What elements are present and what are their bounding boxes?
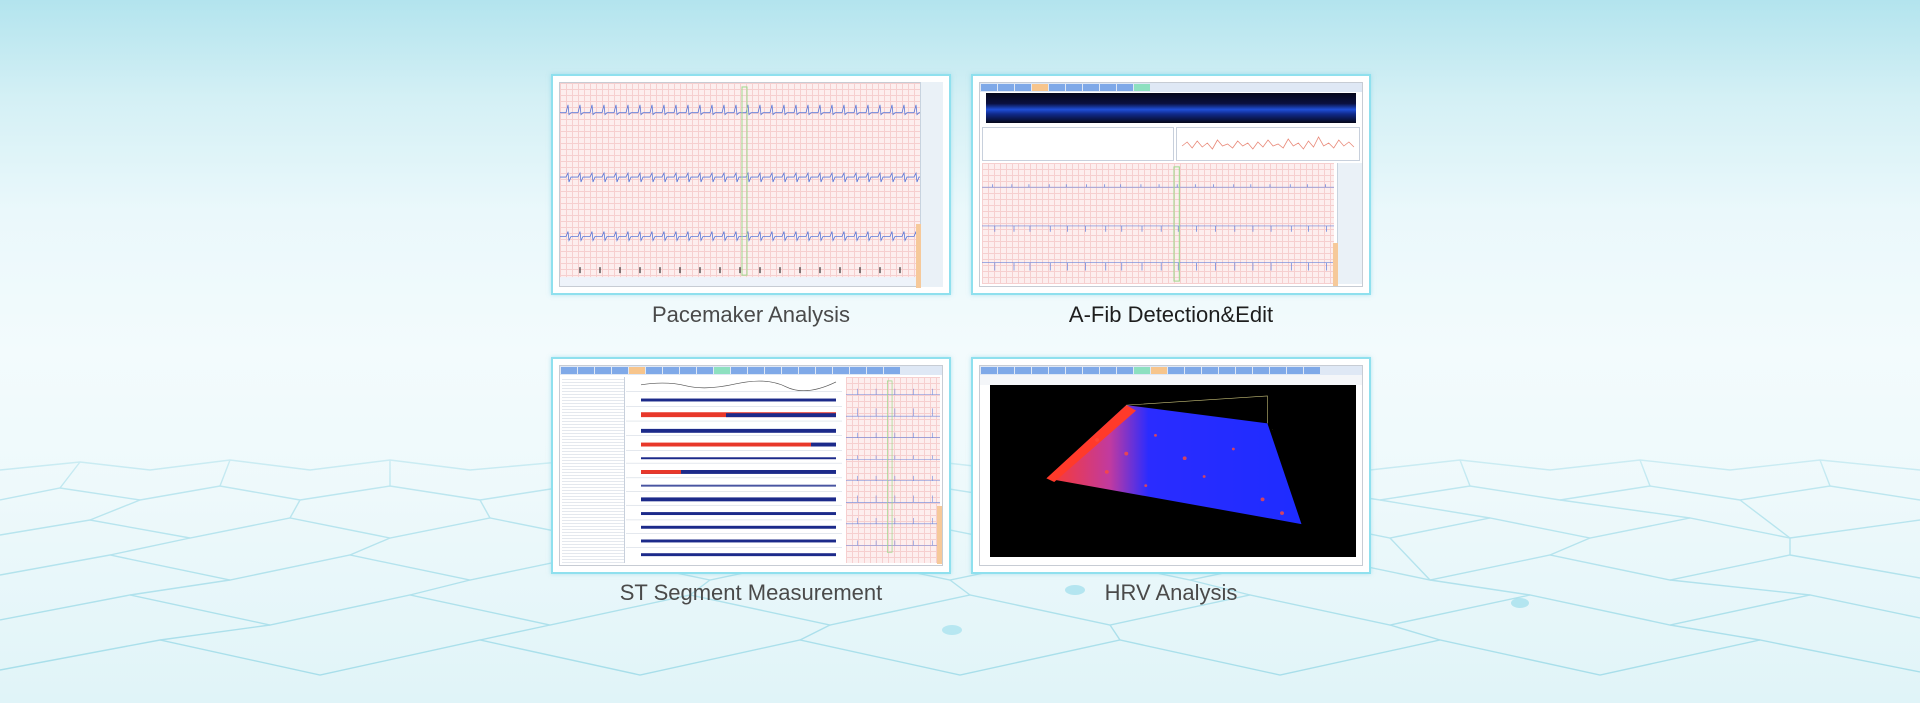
hrv-3d-spectrum-screenshot: · [979, 365, 1363, 566]
hrv-3d-plot: · [990, 385, 1356, 557]
st-segment-caption: ST Segment Measurement [619, 580, 883, 605]
afib-settings-panel [1337, 163, 1362, 284]
st-segment-trend-screenshot [559, 365, 943, 566]
pacemaker-analysis-card[interactable] [551, 74, 951, 295]
spectrogram-plot [986, 93, 1356, 123]
pacemaker-ecg-screenshot [559, 82, 921, 287]
hrv-analysis-card[interactable]: · [971, 357, 1371, 574]
svg-text:·: · [1272, 428, 1273, 432]
ecg-waveform [560, 86, 920, 286]
st-trend-charts [626, 377, 842, 563]
pacemaker-settings-panel [920, 82, 943, 287]
afib-detection-card[interactable] [971, 74, 1371, 295]
scroll-indicator[interactable] [1333, 243, 1338, 286]
hrv-toolbar [980, 375, 1362, 385]
tab-bar [560, 366, 942, 375]
scroll-indicator[interactable] [916, 224, 921, 288]
pacemaker-analysis-caption: Pacemaker Analysis [651, 302, 851, 327]
rr-trend-chart [1176, 127, 1360, 161]
st-event-table [562, 377, 625, 563]
tab-bar [980, 83, 1362, 92]
st-ecg-strip [846, 377, 940, 563]
afib-detection-caption: A-Fib Detection&Edit [1068, 302, 1274, 327]
hrv-analysis-caption: HRV Analysis [1104, 580, 1238, 605]
afib-spectrogram-ecg-screenshot [979, 82, 1363, 287]
tab-bar [980, 366, 1362, 375]
scroll-indicator[interactable] [937, 506, 942, 564]
afib-ecg-strip [982, 163, 1334, 284]
st-segment-card[interactable] [551, 357, 951, 574]
episode-list [982, 127, 1174, 161]
